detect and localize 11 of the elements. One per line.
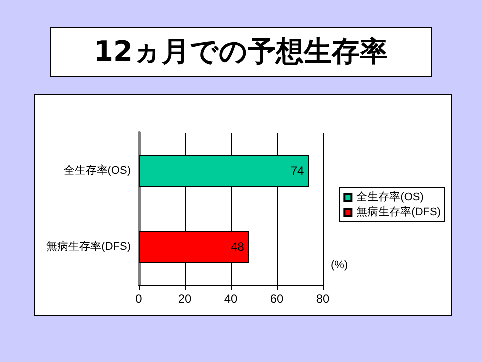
legend-label: 無病生存率(DFS) <box>356 206 441 218</box>
legend-label: 全生存率(OS) <box>356 190 424 204</box>
x-axis-title: (%) <box>331 260 348 272</box>
x-tick-label: 60 <box>270 292 284 306</box>
x-tick-label: 40 <box>224 292 238 306</box>
data-label: 48 <box>231 240 245 254</box>
x-tick-label: 80 <box>316 292 330 306</box>
data-label: 74 <box>290 164 305 178</box>
chart-title: 12ヵ月での予想生存率 <box>50 27 432 77</box>
x-tick-label: 20 <box>178 292 192 306</box>
x-tick-label: 0 <box>136 292 143 306</box>
